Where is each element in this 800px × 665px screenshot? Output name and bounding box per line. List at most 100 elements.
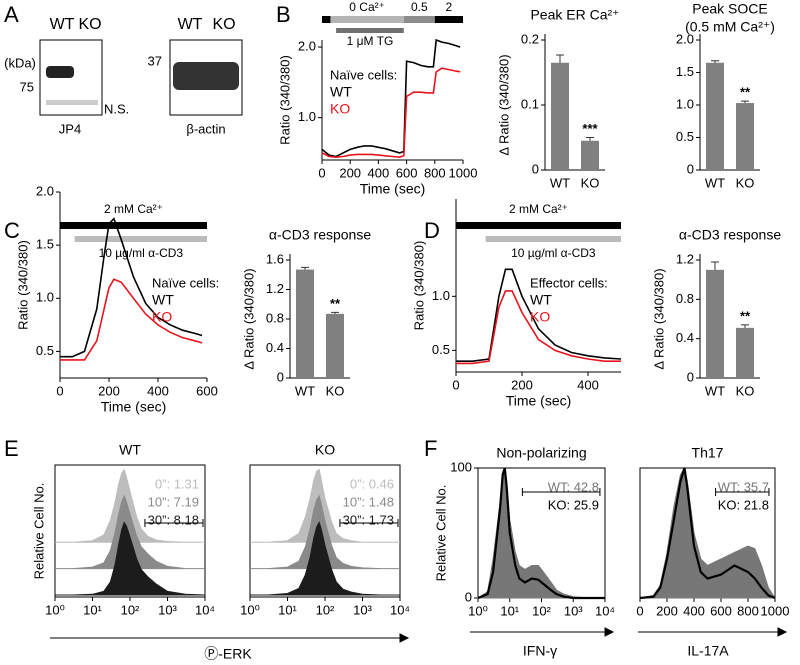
x-tick-label: 400 (368, 165, 390, 180)
bar (326, 313, 344, 378)
treatment-label: 0 Ca²⁺ (349, 0, 385, 14)
x-tick-label: 10¹ (278, 602, 297, 617)
legend-label: WT (152, 292, 174, 308)
error-bar (711, 261, 719, 270)
treatment-bar (456, 222, 621, 229)
chart-title: KO (315, 442, 335, 458)
legend-label: 10”: 7.19 (148, 494, 199, 509)
x-axis-label: Time (sec) (360, 181, 426, 197)
legend-label: KO (152, 309, 172, 325)
panel-label: D (424, 218, 440, 243)
x-tick-label: 10⁴ (390, 602, 410, 617)
x-tick-label: 200 (511, 377, 533, 392)
error-bar (301, 266, 309, 270)
histogram-area (250, 494, 400, 570)
gate (339, 519, 399, 527)
x-axis-label: Time (sec) (506, 393, 572, 409)
y-tick-label: 0.4 (266, 340, 284, 355)
bar (706, 269, 724, 378)
y-tick-label: 0 (532, 161, 539, 176)
y-tick-label: 0 (687, 161, 694, 176)
x-tick-label: KO (326, 383, 345, 398)
y-tick-label: 1.5 (36, 237, 54, 252)
legend-label: KO (330, 101, 350, 117)
y-tick-label: 0.5 (676, 129, 694, 144)
histogram-line (477, 467, 605, 600)
note: N.S. (104, 101, 129, 116)
bar (551, 62, 569, 170)
x-tick-label: 10³ (353, 602, 372, 617)
x-tick-label: 10¹ (500, 603, 519, 618)
treatment-label: 0.5 (411, 0, 428, 14)
legend-label: WT (530, 292, 552, 308)
treatment-label: 10 µg/ml α-CD3 (511, 246, 596, 260)
x-tick-label: 10¹ (83, 602, 102, 617)
gate (144, 519, 204, 527)
significance: ** (740, 308, 751, 323)
y-axis-label: Ratio (340/380) (277, 55, 292, 145)
y-tick-label: 0 (277, 369, 284, 384)
series-line (321, 38, 461, 158)
legend-label: 0”: 1.31 (155, 476, 199, 491)
x-tick-label: WT (705, 175, 725, 190)
series-line (321, 67, 461, 159)
y-tick-label: 1.0 (432, 288, 450, 303)
panel-label: E (4, 436, 19, 461)
panel-label: C (4, 218, 20, 243)
arrow-head (399, 633, 410, 643)
y-tick-label: 1.0 (36, 290, 54, 305)
series-line (60, 278, 203, 361)
y-tick-label: 1.2 (266, 281, 284, 296)
axis-arrows (50, 627, 788, 643)
histogram-area (250, 468, 400, 543)
lane-label: KO (78, 16, 101, 33)
x-tick-label: WT (550, 175, 570, 190)
x-tick-label: 10⁴ (595, 603, 615, 618)
chart-title: Peak SOCE (692, 1, 767, 17)
x-tick-label: 10⁰ (45, 602, 65, 617)
histogram-area (55, 521, 206, 596)
annotation: Naïve cells: (152, 275, 219, 290)
y-tick-label: 0.5 (432, 342, 450, 357)
x-tick-label: 0 (636, 603, 643, 618)
error-bar (331, 311, 339, 314)
legend-label: WT: 35.7 (718, 479, 769, 494)
chart-title: Peak ER Ca²⁺ (530, 7, 619, 23)
x-tick-label: 400 (147, 383, 169, 398)
treatment-bar (74, 236, 207, 242)
x-tick-label: 0 (56, 383, 63, 398)
blot-band (46, 66, 74, 78)
y-tick-label: 1.0 (298, 109, 316, 124)
x-tick-label: 400 (683, 603, 705, 618)
x-axis-label: IL-17A (687, 643, 729, 659)
x-tick-label: 600 (396, 165, 418, 180)
x-tick-label: 200 (339, 165, 361, 180)
y-axis-label: Relative Cell No. (31, 483, 46, 580)
legend-label: 0”: 0.46 (350, 476, 394, 491)
x-tick-label: 1000 (449, 165, 478, 180)
legend-label: WT: 42.8 (548, 479, 599, 494)
treatment-label: 2 mM Ca²⁺ (509, 202, 568, 216)
x-tick-label: 600 (710, 603, 732, 618)
y-tick-label: 0.5 (36, 343, 54, 358)
chart-title: α-CD3 response (679, 227, 781, 243)
y-tick-label: 2.0 (36, 183, 54, 198)
gate (715, 488, 770, 496)
y-tick-label: 2.0 (298, 38, 316, 53)
histogram-area (250, 521, 400, 596)
error-bar (556, 54, 564, 63)
panel-label: F (424, 436, 437, 461)
histogram-area (55, 468, 205, 543)
blot-band (173, 62, 239, 90)
marker-label: 75 (20, 79, 34, 94)
y-axis-label: Δ Ratio (340/380) (241, 268, 256, 369)
legend-label: 30”: 1.73 (343, 512, 394, 527)
y-tick-label: 0.8 (676, 291, 694, 306)
y-tick-label: 1.6 (266, 251, 284, 266)
y-tick-label: 1.2 (676, 251, 694, 266)
bar (296, 269, 314, 378)
y-tick-label: 2.0 (676, 31, 694, 46)
y-axis-label: Δ Ratio (340/380) (651, 268, 666, 369)
treatment-bar (485, 236, 621, 242)
